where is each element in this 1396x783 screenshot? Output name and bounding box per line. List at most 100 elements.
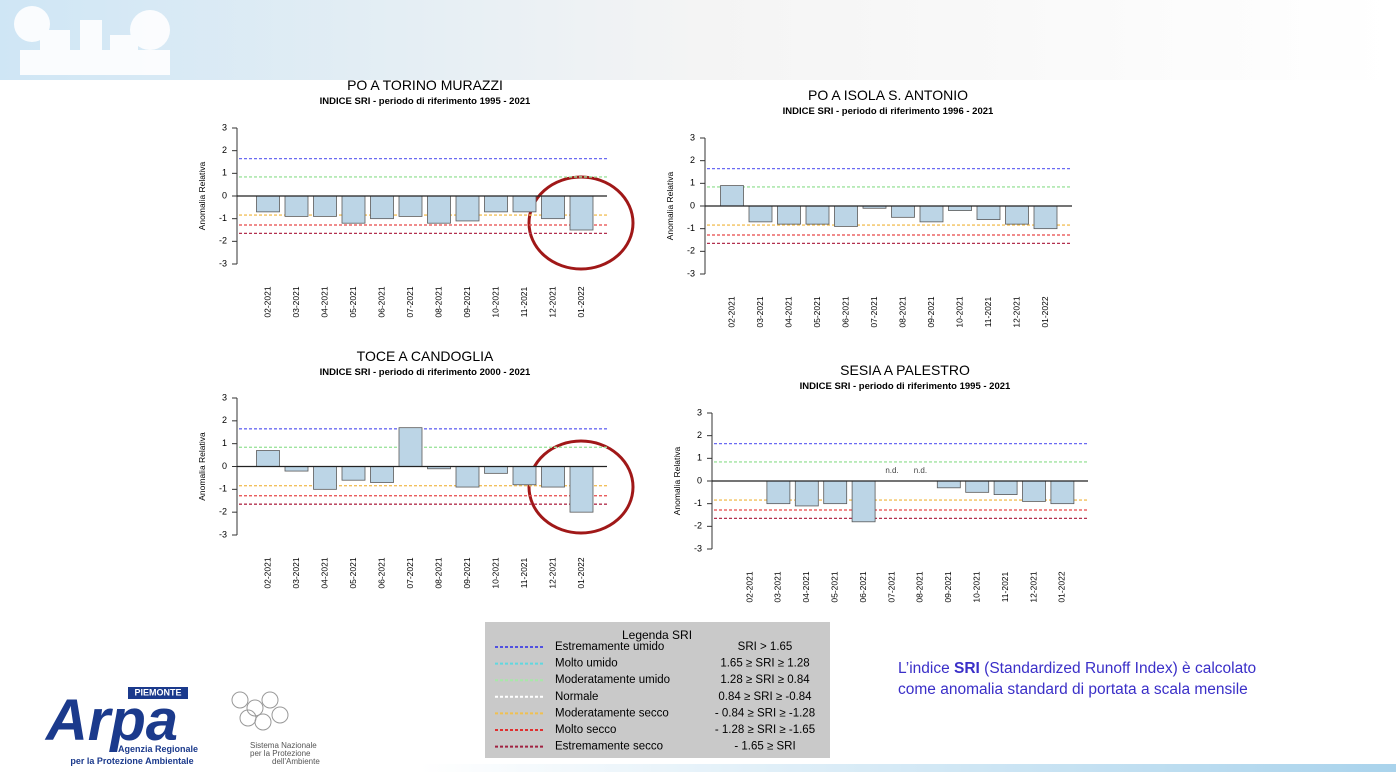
y-tick-label: 3	[222, 392, 227, 402]
logo-network: per la Protezione	[250, 749, 311, 758]
x-tick-label: 12-2021	[547, 557, 557, 588]
x-tick-label: 10-2021	[490, 557, 500, 588]
y-tick-label: 0	[690, 200, 695, 210]
bar	[891, 205, 915, 218]
y-tick-label: -3	[219, 258, 227, 268]
x-tick-label: 06-2021	[840, 296, 850, 327]
header-band	[0, 0, 1396, 80]
x-tick-label: 06-2021	[376, 557, 386, 588]
bar	[794, 480, 819, 507]
x-tick-label: 11-2021	[983, 296, 993, 327]
bar	[569, 466, 594, 513]
x-tick-label: 09-2021	[462, 286, 472, 317]
x-tick-label: 10-2021	[971, 571, 981, 602]
y-axis-label: Anomalia Relativa	[672, 446, 682, 515]
x-tick-label: 06-2021	[858, 571, 868, 602]
legend-name: Molto secco	[555, 724, 616, 736]
legend-name: Moderatamente secco	[555, 707, 669, 719]
x-tick-label: 11-2021	[519, 286, 529, 317]
x-tick-label: 09-2021	[926, 296, 936, 327]
note-text: SRI	[954, 660, 980, 677]
legend-condition: - 1.28 ≥ SRI ≥ -1.65	[715, 724, 815, 736]
legend-name: Normale	[555, 691, 598, 703]
bar	[512, 466, 537, 486]
bar	[993, 480, 1018, 496]
y-tick-label: 1	[222, 168, 227, 178]
bar	[948, 205, 972, 211]
footer-band	[420, 764, 1396, 772]
bar	[569, 195, 594, 231]
y-tick-label: 2	[690, 155, 695, 165]
bar	[313, 466, 337, 490]
x-tick-label: 04-2021	[319, 286, 329, 317]
legend-name: Moderatamente umido	[555, 674, 670, 686]
x-tick-label: 02-2021	[744, 571, 754, 602]
chart-title: PO A TORINO MURAZZI	[347, 77, 503, 93]
bar	[805, 205, 830, 225]
x-tick-label: 07-2021	[869, 296, 879, 327]
y-tick-label: -2	[687, 246, 695, 256]
bar	[370, 195, 394, 220]
x-tick-label: 07-2021	[886, 571, 896, 602]
legend-condition: SRI > 1.65	[738, 641, 793, 653]
legend-table-title: Legenda SRI	[622, 628, 692, 642]
x-tick-label: 03-2021	[291, 286, 301, 317]
x-tick-label: 03-2021	[773, 571, 783, 602]
bar	[341, 466, 366, 481]
x-tick-label: 08-2021	[433, 286, 443, 317]
x-tick-label: 04-2021	[783, 296, 793, 327]
y-tick-label: -1	[219, 484, 227, 494]
bar	[284, 195, 309, 217]
bar	[777, 205, 801, 225]
bar	[284, 466, 309, 472]
value-label: n.d.	[914, 466, 927, 475]
y-tick-label: -1	[687, 223, 695, 233]
bar	[1033, 205, 1058, 230]
bar	[370, 466, 394, 483]
bar	[965, 480, 990, 493]
x-tick-label: 11-2021	[519, 557, 529, 588]
bar	[512, 195, 537, 213]
header-graphic	[14, 6, 170, 75]
bar	[541, 466, 565, 488]
chart-title: PO A ISOLA S. ANTONIO	[808, 87, 968, 103]
x-tick-label: 12-2021	[547, 286, 557, 317]
x-tick-label: 10-2021	[954, 296, 964, 327]
chart-subtitle: INDICE SRI - periodo di riferimento 1995…	[800, 381, 1011, 392]
y-tick-label: 3	[697, 407, 702, 417]
x-tick-label: 04-2021	[801, 571, 811, 602]
x-tick-label: 03-2021	[755, 296, 765, 327]
legend-table-rows: Estremamente umido SRI > 1.65 Molto umido 1…	[495, 641, 815, 753]
bar	[834, 205, 858, 227]
chart-title: TOCE A CANDOGLIA	[357, 348, 494, 364]
y-tick-label: -3	[694, 543, 702, 553]
bar	[823, 480, 848, 505]
logo-agency: per la Protezione Ambientale	[70, 756, 193, 766]
legend-table-box	[485, 622, 830, 758]
x-tick-label: 05-2021	[829, 571, 839, 602]
bar	[541, 195, 565, 220]
legend-condition: 0.84 ≥ SRI ≥ -0.84	[718, 691, 812, 703]
x-tick-label: 12-2021	[1011, 296, 1021, 327]
bar	[256, 195, 280, 213]
x-tick-label: 01-2022	[576, 557, 586, 588]
legend-condition: 1.65 ≥ SRI ≥ 1.28	[720, 658, 809, 670]
chart-title: SESIA A PALESTRO	[840, 362, 970, 378]
bar	[919, 205, 944, 223]
x-tick-label: 07-2021	[405, 286, 415, 317]
y-tick-label: 0	[222, 461, 227, 471]
y-axis-label: Anomalia Relativa	[197, 432, 207, 501]
x-tick-label: 01-2022	[576, 286, 586, 317]
legend-name: Estremamente secco	[555, 741, 663, 753]
y-axis-label: Anomalia Relativa	[665, 171, 675, 240]
x-tick-label: 09-2021	[943, 571, 953, 602]
logo-region-box	[128, 687, 188, 699]
x-tick-label: 04-2021	[319, 557, 329, 588]
x-tick-label: 02-2021	[726, 296, 736, 327]
bar	[766, 480, 791, 505]
bar	[1005, 205, 1029, 225]
y-tick-label: -2	[694, 521, 702, 531]
legend-name: Estremamente umido	[555, 641, 664, 653]
